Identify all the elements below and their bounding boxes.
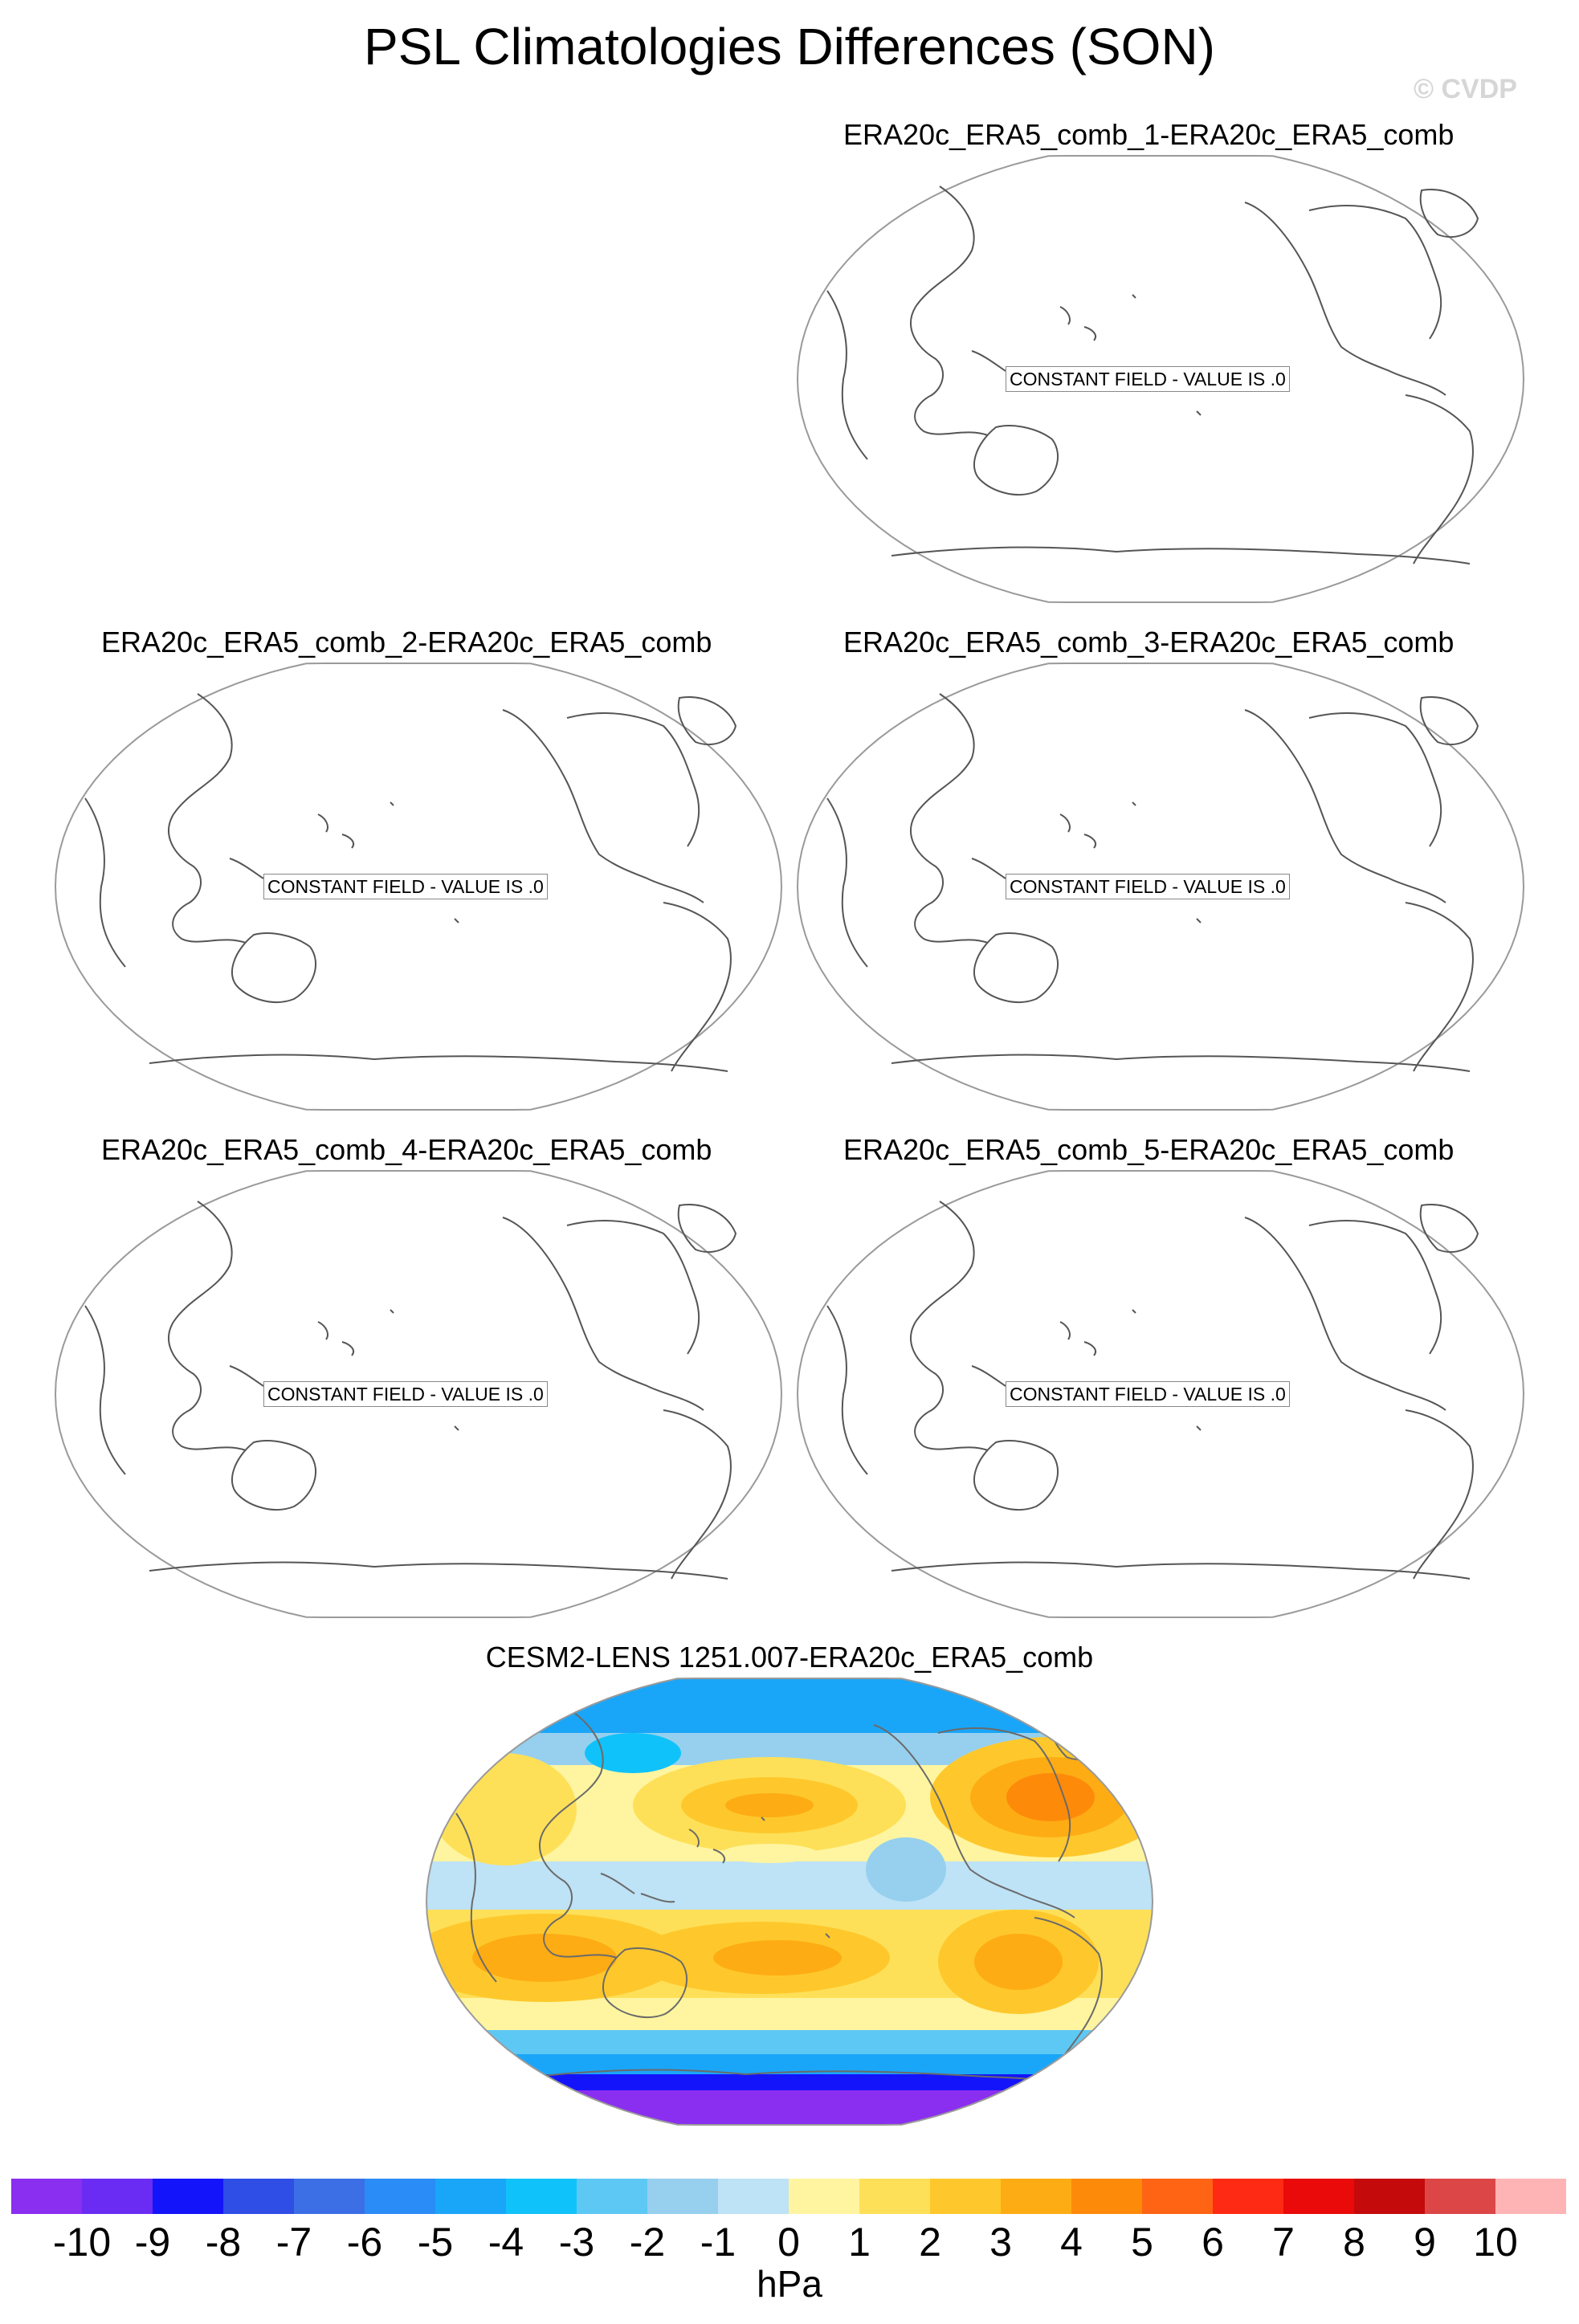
colorbar-swatch (153, 2179, 223, 2214)
colorbar-tick-label: -9 (134, 2220, 171, 2265)
colorbar-units: hPa (757, 2263, 822, 2305)
colorbar-swatch (789, 2179, 859, 2214)
colorbar-swatch (859, 2179, 930, 2214)
colorbar-tick-label: 5 (1131, 2220, 1153, 2265)
panel-2-title: ERA20c_ERA5_comb_2-ERA20c_ERA5_comb (101, 626, 712, 658)
colorbar-swatch (11, 2179, 82, 2214)
map-frame (425, 1678, 1154, 2126)
colorbar-swatch (930, 2179, 1001, 2214)
colorbar-tick-label: 2 (919, 2220, 941, 2265)
colorbar-tick-label: -8 (205, 2220, 242, 2265)
colorbar-tick-label: 10 (1473, 2220, 1518, 2265)
colorbar-swatch (1425, 2179, 1495, 2214)
colorbar-tick-label: 6 (1202, 2220, 1224, 2265)
colorbar-tick-label: 1 (848, 2220, 871, 2265)
coastlines (84, 693, 737, 1072)
psl-difference-field (426, 1678, 1153, 2125)
coastlines (826, 693, 1479, 1072)
colorbar-tick-label: -10 (52, 2220, 112, 2265)
colorbar-swatch (1142, 2179, 1213, 2214)
colorbar-tick-label: 8 (1343, 2220, 1365, 2265)
colorbar-tick-label: -4 (488, 2220, 524, 2265)
coastlines (84, 1201, 737, 1580)
colorbar-swatch (506, 2179, 577, 2214)
colorbar-tick-label: 3 (989, 2220, 1012, 2265)
colorbar-swatch (718, 2179, 789, 2214)
colorbar-tick-label: 4 (1060, 2220, 1083, 2265)
figure-title: PSL Climatologies Differences (SON) (364, 18, 1215, 75)
panel-6-filled-map (425, 1678, 1154, 2126)
colorbar (11, 2179, 1566, 2214)
colorbar-tick-label: -2 (629, 2220, 666, 2265)
colorbar-tick-label: -7 (275, 2220, 312, 2265)
colorbar-tick-label: -3 (558, 2220, 595, 2265)
colorbar-swatch (647, 2179, 718, 2214)
colorbar-swatch (1354, 2179, 1425, 2214)
colorbar-swatch (1213, 2179, 1283, 2214)
panel-3-constant-field-label: CONSTANT FIELD - VALUE IS .0 (1006, 874, 1290, 899)
panel-1-constant-field-label: CONSTANT FIELD - VALUE IS .0 (1006, 366, 1290, 392)
colorbar-swatch (1071, 2179, 1142, 2214)
colorbar-swatch (82, 2179, 153, 2214)
colorbar-tick-label: 7 (1272, 2220, 1295, 2265)
colorbar-tick-label: -1 (700, 2220, 736, 2265)
colorbar-swatch (577, 2179, 647, 2214)
colorbar-swatch (1283, 2179, 1354, 2214)
panel-2-constant-field-label: CONSTANT FIELD - VALUE IS .0 (263, 874, 548, 899)
panel-5-constant-field-label: CONSTANT FIELD - VALUE IS .0 (1006, 1381, 1290, 1407)
colorbar-swatch (435, 2179, 506, 2214)
colorbar-tick-labels: -10 -9 -8 -7 -6 -5 -4 -3 -2 -1 0 1 2 3 4 5 6 7 8 9 10 (11, 2218, 1566, 2266)
colorbar-tick-label: -5 (417, 2220, 454, 2265)
panel-4-constant-field-label: CONSTANT FIELD - VALUE IS .0 (263, 1381, 548, 1407)
colorbar-swatch (294, 2179, 365, 2214)
coastlines (826, 1201, 1479, 1580)
coastlines (826, 186, 1479, 565)
colorbar-tick-label: -6 (346, 2220, 383, 2265)
panel-6-title: CESM2-LENS 1251.007-ERA20c_ERA5_comb (485, 1641, 1094, 1674)
panel-1-title: ERA20c_ERA5_comb_1-ERA20c_ERA5_comb (843, 118, 1455, 151)
panel-4-title: ERA20c_ERA5_comb_4-ERA20c_ERA5_comb (101, 1133, 712, 1166)
colorbar-swatch (365, 2179, 435, 2214)
colorbar-swatch (223, 2179, 294, 2214)
colorbar-swatch (1001, 2179, 1071, 2214)
panel-3-title: ERA20c_ERA5_comb_3-ERA20c_ERA5_comb (843, 626, 1455, 658)
colorbar-swatch (1495, 2179, 1566, 2214)
colorbar-tick-label: 0 (777, 2220, 800, 2265)
panel-5-title: ERA20c_ERA5_comb_5-ERA20c_ERA5_comb (843, 1133, 1455, 1166)
watermark: © CVDP (1414, 74, 1517, 104)
colorbar-tick-label: 9 (1414, 2220, 1436, 2265)
